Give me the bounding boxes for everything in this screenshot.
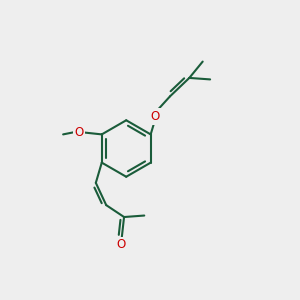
Text: O: O	[151, 110, 160, 123]
Text: O: O	[75, 125, 84, 139]
Text: O: O	[116, 238, 126, 251]
